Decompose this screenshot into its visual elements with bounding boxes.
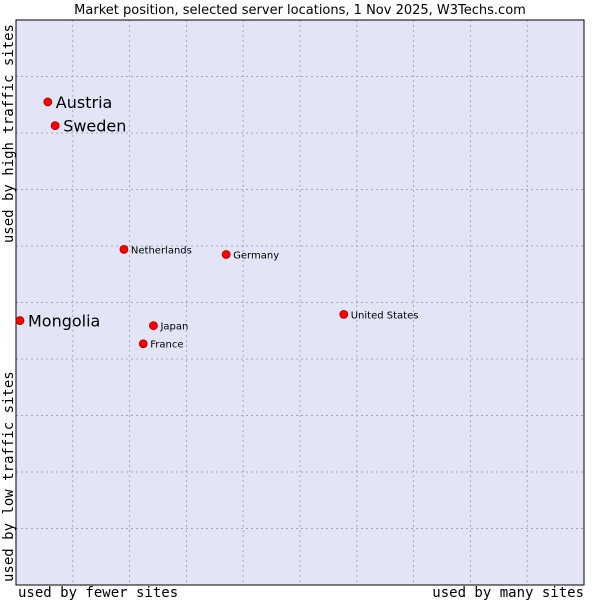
point-marker-germany — [221, 250, 231, 259]
point-label-austria: Austria — [56, 93, 113, 112]
point-marker-japan — [149, 321, 158, 331]
point-sweden: Sweden — [50, 117, 126, 136]
x-axis-label-left: used by fewer sites — [18, 585, 178, 600]
y-axis-label-top: used by high traffic sites — [1, 24, 17, 243]
point-marker-austria — [43, 97, 53, 107]
point-netherlands: Netherlands — [119, 244, 192, 256]
point-marker-sweden — [50, 121, 60, 131]
point-germany: Germany — [221, 250, 279, 261]
point-label-united-states: United States — [351, 310, 419, 321]
point-france: France — [138, 339, 183, 351]
plot-border — [15, 19, 585, 586]
x-axis-label-right: used by many sites — [432, 585, 584, 600]
point-label-japan: Japan — [159, 322, 188, 333]
point-marker-france — [138, 339, 148, 349]
point-mongolia: Mongolia — [15, 312, 100, 331]
data-points: Austria Sweden Netherlands Germany Mongolia U… — [15, 93, 419, 351]
point-label-netherlands: Netherlands — [131, 245, 192, 256]
point-marker-mongolia — [15, 316, 25, 325]
point-japan: Japan — [149, 321, 188, 333]
point-label-sweden: Sweden — [63, 117, 126, 136]
point-marker-united-states — [339, 309, 349, 319]
point-label-germany: Germany — [233, 250, 279, 261]
point-austria: Austria — [43, 93, 113, 112]
point-label-france: France — [150, 340, 183, 351]
grid-lines — [16, 20, 584, 585]
chart-title: Market position, selected server locatio… — [74, 3, 526, 18]
y-axis-label-bottom: used by low traffic sites — [1, 371, 17, 582]
point-label-mongolia: Mongolia — [28, 312, 100, 331]
point-united-states: United States — [339, 309, 419, 321]
point-marker-netherlands — [119, 244, 129, 254]
